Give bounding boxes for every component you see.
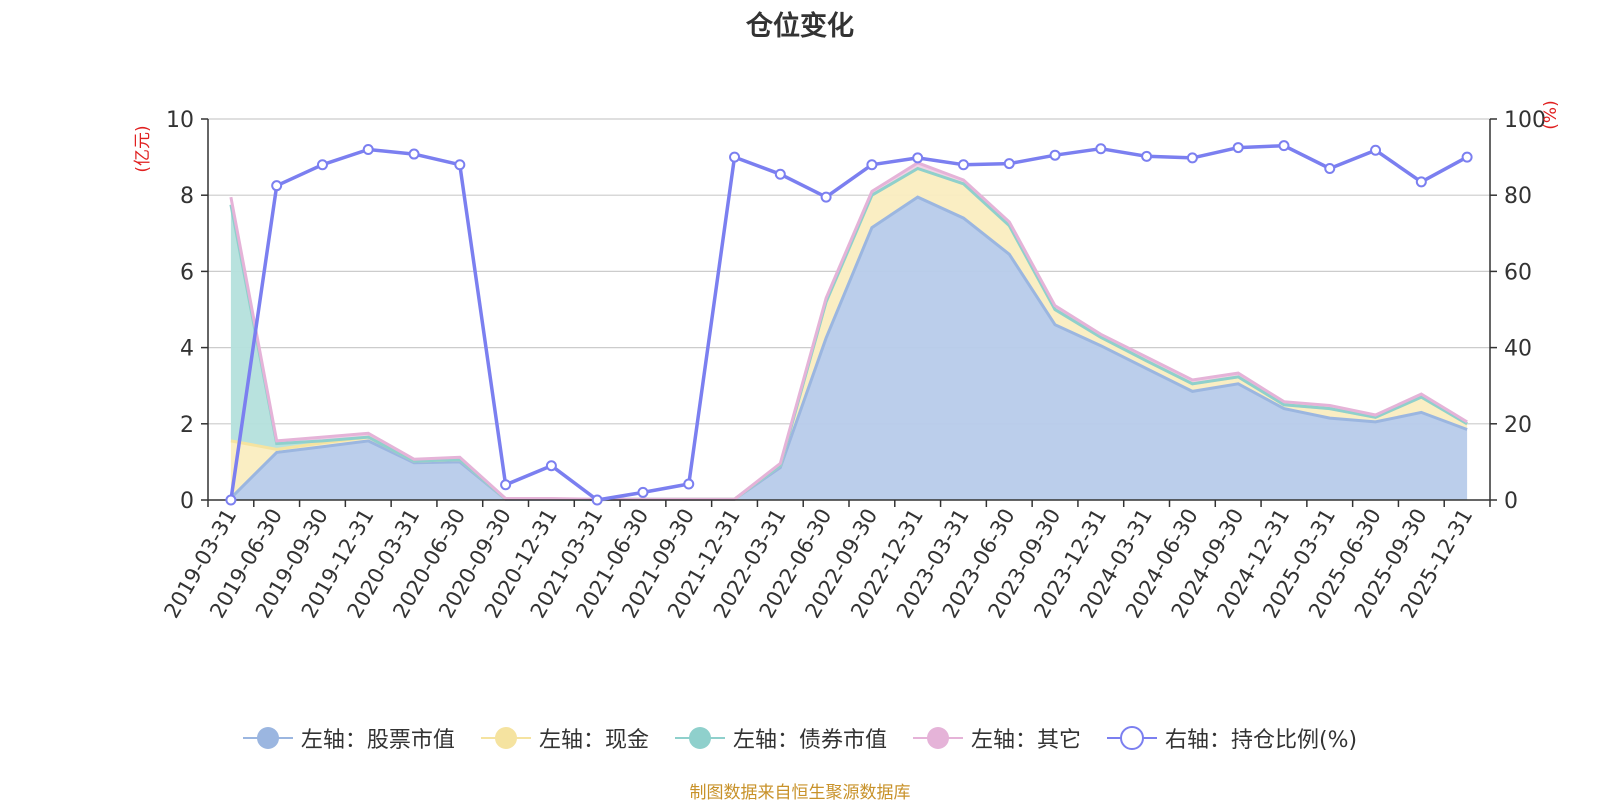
- ratio-point: [912, 152, 924, 164]
- left-axis-tick-label: 8: [180, 184, 194, 209]
- ratio-point: [820, 191, 832, 203]
- ratio-point: [637, 486, 649, 498]
- ratio-point: [1141, 150, 1153, 162]
- legend-label: 左轴：债券市值: [732, 728, 887, 753]
- ratio-line: [229, 143, 1468, 502]
- ratio-point: [1324, 163, 1336, 175]
- legend-label: 左轴：其它: [970, 728, 1081, 753]
- right-axis-tick-label: 60: [1504, 260, 1532, 285]
- left-axis-tick-label: 6: [180, 260, 194, 285]
- ratio-point: [316, 159, 328, 171]
- ratio-point: [1186, 152, 1198, 164]
- ratio-point: [1049, 149, 1061, 161]
- chart-title: 仓位变化: [746, 11, 854, 42]
- area-edge-左轴：其它: [229, 161, 1468, 501]
- ratio-point: [362, 143, 374, 155]
- legend-marker-icon: [242, 727, 293, 749]
- legend-label: 右轴：持仓比例(%): [1164, 728, 1358, 753]
- right-axis-tick-label: 40: [1504, 337, 1532, 362]
- ratio-point: [1232, 142, 1244, 154]
- legend-marker-icon: [480, 727, 531, 749]
- ratio-point: [957, 159, 969, 171]
- chart-plot: 0246810020406080100(亿元)(%)2019-03-312019…: [133, 100, 1561, 622]
- ratio-point: [1461, 151, 1473, 163]
- ratio-point: [866, 159, 878, 171]
- legend-marker-icon: [674, 727, 725, 749]
- left-axis-tick-label: 4: [180, 337, 194, 362]
- legend-item[interactable]: 右轴：持仓比例(%): [1106, 722, 1358, 754]
- legend-label: 左轴：股票市值: [300, 728, 455, 753]
- ratio-point: [1095, 143, 1107, 155]
- ratio-point: [1415, 176, 1427, 188]
- right-axis-label: (%): [1541, 100, 1561, 129]
- left-axis-tick-label: 2: [180, 413, 194, 438]
- ratio-point: [454, 159, 466, 171]
- legend-item[interactable]: 左轴：债券市值: [674, 722, 887, 754]
- legend-item[interactable]: 左轴：现金: [480, 722, 649, 754]
- ratio-point: [729, 151, 741, 163]
- legend: 左轴：股票市值 左轴：现金 左轴：债券市值 左轴：其它 右轴：持仓比例(%): [0, 722, 1600, 754]
- ratio-point: [683, 478, 695, 490]
- left-axis-label: (亿元): [133, 125, 153, 172]
- area-左轴：股票市值: [230, 197, 1468, 500]
- area-edge-左轴：股票市值: [229, 195, 1468, 502]
- ratio-point: [225, 494, 237, 506]
- ratio-point: [1278, 140, 1290, 152]
- ratio-point: [500, 479, 512, 491]
- right-axis-tick-label: 100: [1504, 108, 1546, 133]
- ratio-point: [1370, 144, 1382, 156]
- legend-label: 左轴：现金: [538, 728, 649, 753]
- ratio-point: [591, 494, 603, 506]
- left-axis-tick-label: 0: [180, 489, 194, 514]
- ratio-point: [774, 168, 786, 180]
- right-axis-tick-label: 0: [1504, 489, 1518, 514]
- legend-item[interactable]: 左轴：股票市值: [242, 722, 455, 754]
- right-axis-tick-label: 80: [1504, 184, 1532, 209]
- right-axis-tick-label: 20: [1504, 413, 1532, 438]
- legend-item[interactable]: 左轴：其它: [912, 722, 1081, 754]
- ratio-point: [408, 148, 420, 160]
- ratio-point: [545, 460, 557, 472]
- ratio-point: [271, 180, 283, 192]
- source-note: 制图数据来自恒生聚源数据库: [689, 783, 911, 803]
- legend-marker-icon: [912, 727, 963, 749]
- ratio-point: [1003, 158, 1015, 170]
- legend-marker-icon: [1106, 726, 1157, 750]
- left-axis-tick-label: 10: [166, 108, 194, 133]
